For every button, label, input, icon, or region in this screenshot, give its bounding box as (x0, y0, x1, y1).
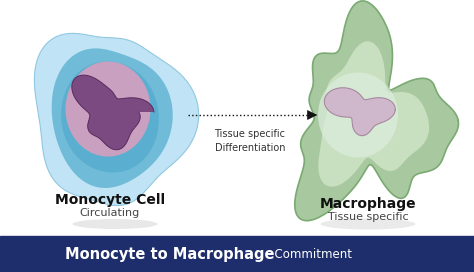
Polygon shape (295, 1, 458, 221)
Polygon shape (35, 33, 199, 206)
Bar (0, 236, 474, 272)
Text: Tissue specific: Tissue specific (328, 212, 408, 222)
Polygon shape (52, 48, 173, 188)
Polygon shape (61, 61, 159, 172)
Ellipse shape (320, 218, 416, 230)
Ellipse shape (318, 73, 398, 157)
Polygon shape (72, 75, 154, 150)
Polygon shape (319, 41, 429, 187)
Text: Tissue specific
Differentiation: Tissue specific Differentiation (215, 129, 285, 153)
Text: Monocyte to Macrophage: Monocyte to Macrophage (65, 246, 275, 261)
Text: Commitment: Commitment (267, 248, 353, 261)
Text: Macrophage: Macrophage (319, 197, 416, 211)
Ellipse shape (65, 61, 151, 156)
Text: Monocyte Cell: Monocyte Cell (55, 193, 165, 207)
Ellipse shape (73, 219, 157, 229)
Polygon shape (324, 88, 395, 136)
Text: Circulating: Circulating (80, 208, 140, 218)
